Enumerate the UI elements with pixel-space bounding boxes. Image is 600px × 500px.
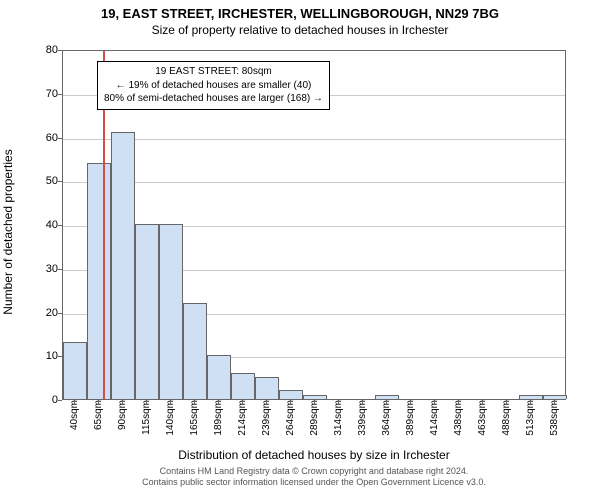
y-tick-label: 50 [28,175,58,187]
histogram-bar [303,395,327,399]
histogram-bar [543,395,567,399]
x-tick-label: 339sqm [357,400,368,444]
x-tick-label: 364sqm [381,400,392,444]
x-tick-mark [290,400,291,404]
x-tick-mark [434,400,435,404]
histogram-bar [519,395,543,399]
histogram-bar [255,377,279,399]
x-tick-mark [74,400,75,404]
x-tick-mark [530,400,531,404]
histogram-bar [63,342,87,399]
x-tick-label: 90sqm [117,400,128,444]
x-tick-label: 538sqm [549,400,560,444]
x-tick-label: 438sqm [453,400,464,444]
chart-footer: Contains HM Land Registry data © Crown c… [62,466,566,489]
y-tick-label: 60 [28,132,58,144]
histogram-bar [207,355,231,399]
annotation-line: 19 EAST STREET: 80sqm [104,65,323,79]
x-tick-mark [506,400,507,404]
x-tick-label: 239sqm [261,400,272,444]
x-tick-mark [146,400,147,404]
y-tick-mark [58,313,62,314]
y-tick-mark [58,94,62,95]
annotation-line: 80% of semi-detached houses are larger (… [104,92,323,106]
y-tick-mark [58,356,62,357]
y-tick-mark [58,400,62,401]
footer-line-1: Contains HM Land Registry data © Crown c… [62,466,566,477]
chart-title-sub: Size of property relative to detached ho… [0,23,600,37]
y-tick-mark [58,50,62,51]
y-tick-label: 40 [28,219,58,231]
histogram-bar [231,373,255,399]
y-tick-label: 80 [28,44,58,56]
x-tick-mark [122,400,123,404]
x-tick-mark [410,400,411,404]
x-tick-mark [242,400,243,404]
gridline-h [63,182,565,183]
chart-title-main: 19, EAST STREET, IRCHESTER, WELLINGBOROU… [0,6,600,21]
histogram-bar [159,224,183,399]
y-tick-mark [58,269,62,270]
x-tick-label: 513sqm [525,400,536,444]
x-tick-label: 40sqm [69,400,80,444]
x-tick-label: 214sqm [237,400,248,444]
x-tick-label: 165sqm [189,400,200,444]
x-tick-label: 414sqm [429,400,440,444]
y-tick-label: 30 [28,263,58,275]
histogram-bar [375,395,399,399]
x-tick-label: 189sqm [213,400,224,444]
x-tick-label: 488sqm [501,400,512,444]
x-tick-mark [314,400,315,404]
x-tick-label: 314sqm [333,400,344,444]
x-tick-mark [98,400,99,404]
x-axis-label: Distribution of detached houses by size … [62,448,566,462]
y-tick-label: 20 [28,307,58,319]
chart-title-block: 19, EAST STREET, IRCHESTER, WELLINGBOROU… [0,0,600,37]
annotation-line: ← 19% of detached houses are smaller (40… [104,79,323,93]
x-tick-label: 463sqm [477,400,488,444]
x-tick-mark [362,400,363,404]
x-tick-mark [554,400,555,404]
x-tick-label: 264sqm [285,400,296,444]
y-tick-label: 10 [28,350,58,362]
x-tick-mark [458,400,459,404]
chart-plot-area: 19 EAST STREET: 80sqm← 19% of detached h… [62,50,566,400]
x-tick-mark [194,400,195,404]
x-tick-label: 65sqm [93,400,104,444]
histogram-bar [135,224,159,399]
x-tick-mark [482,400,483,404]
histogram-bar [279,390,303,399]
x-tick-mark [386,400,387,404]
x-tick-mark [266,400,267,404]
x-tick-mark [170,400,171,404]
y-tick-label: 70 [28,88,58,100]
histogram-bar [183,303,207,399]
histogram-bar [87,163,111,399]
histogram-bar [111,132,135,399]
x-tick-label: 389sqm [405,400,416,444]
x-tick-mark [338,400,339,404]
x-tick-mark [218,400,219,404]
x-tick-label: 289sqm [309,400,320,444]
y-tick-mark [58,225,62,226]
y-tick-mark [58,138,62,139]
gridline-h [63,139,565,140]
footer-line-2: Contains public sector information licen… [62,477,566,488]
annotation-box: 19 EAST STREET: 80sqm← 19% of detached h… [97,61,330,110]
x-tick-label: 140sqm [165,400,176,444]
y-tick-label: 0 [28,394,58,406]
y-tick-mark [58,181,62,182]
x-tick-label: 115sqm [141,400,152,444]
